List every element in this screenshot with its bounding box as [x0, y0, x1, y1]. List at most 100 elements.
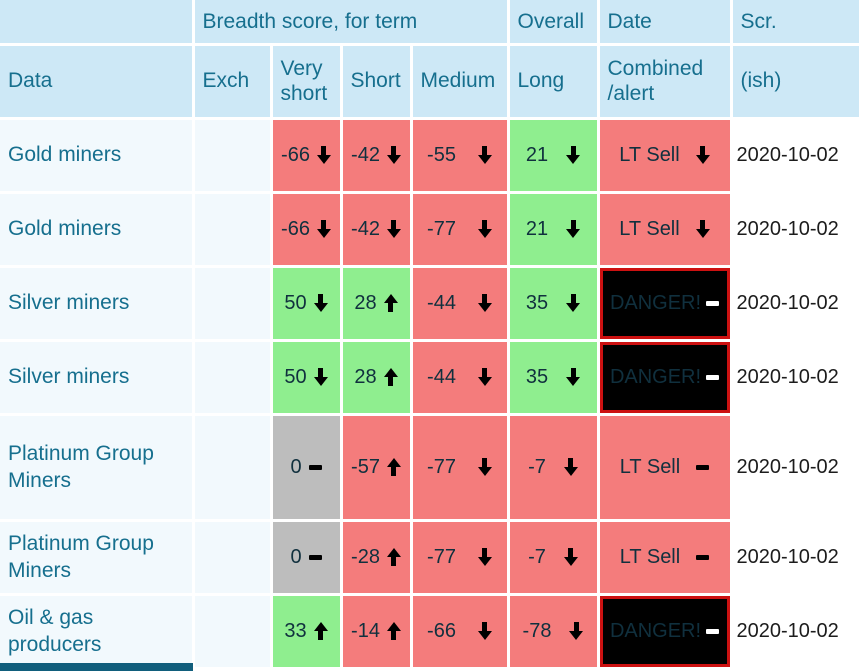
cell-content: -66 — [273, 218, 340, 241]
short-cell: -42 — [339, 190, 413, 268]
cell-content: -14 — [343, 620, 410, 643]
score-value: DANGER! — [609, 619, 702, 642]
score-value: LT Sell — [619, 545, 681, 568]
icon-part — [316, 229, 331, 238]
date-cell: 2020-10-02 — [729, 518, 859, 596]
cell-content: -42 — [343, 218, 410, 241]
cell-content: -77 — [413, 456, 507, 479]
score-value: 0 — [290, 545, 302, 568]
down-arrow-icon — [477, 548, 492, 566]
score-value: -42 — [351, 143, 380, 166]
icon-part — [316, 155, 331, 164]
score-value: -28 — [351, 545, 380, 568]
icon-part — [477, 229, 492, 238]
score-value: -7 — [528, 455, 546, 478]
header-group-overall: Overall — [506, 0, 600, 46]
very-short-cell: 50 — [269, 264, 343, 342]
instrument-name: Platinum Group Miners — [0, 518, 195, 596]
medium-cell: -44 — [409, 264, 510, 342]
down-arrow-icon — [316, 146, 331, 164]
cell-content: DANGER! — [600, 292, 730, 315]
score-value: 21 — [525, 143, 549, 166]
cell-content: 28 — [343, 366, 410, 389]
icon-part — [318, 630, 324, 640]
medium-cell: -77 — [409, 190, 510, 268]
down-arrow-icon — [477, 368, 492, 386]
icon-part — [391, 466, 397, 476]
cell-content: DANGER! — [600, 366, 730, 389]
icon-part — [700, 146, 706, 156]
date-cell: 2020-10-02 — [729, 592, 859, 670]
long-cell: -78 — [506, 592, 600, 670]
icon-part — [566, 155, 581, 164]
down-arrow-icon — [313, 368, 328, 386]
icon-part — [391, 220, 397, 230]
score-value: -77 — [427, 455, 456, 478]
cell-content: -44 — [413, 366, 507, 389]
cell-content: 35 — [510, 292, 597, 315]
icon-part — [695, 155, 710, 164]
up-arrow-icon — [383, 368, 398, 386]
score-value: DANGER! — [609, 291, 702, 314]
score-value: 35 — [525, 365, 549, 388]
icon-part — [391, 630, 397, 640]
icon-part — [573, 622, 579, 632]
short-cell: 28 — [339, 264, 413, 342]
icon-part — [563, 467, 578, 476]
icon-part — [318, 368, 324, 378]
dash-icon — [706, 628, 720, 634]
table-row: Gold miners -66 -42 -55 21 LT Sell 2020-10-02 — [0, 116, 859, 194]
short-cell: -57 — [339, 412, 413, 522]
score-value: -7 — [528, 545, 546, 568]
header-columns-row: Data Exch Very short Short Medium Long C… — [0, 42, 859, 120]
combined-cell: LT Sell — [596, 190, 733, 268]
col-header-medium: Medium — [409, 42, 510, 120]
table-row: Silver miners 50 28 -44 35 DANGER! 2020-10-02 — [0, 264, 859, 342]
instrument-name: Gold miners — [0, 116, 195, 194]
short-cell: 28 — [339, 338, 413, 416]
long-cell: 21 — [506, 190, 600, 268]
icon-part — [391, 146, 397, 156]
dash-icon — [308, 554, 322, 560]
partial-next-row — [0, 663, 193, 671]
long-cell: -7 — [506, 518, 600, 596]
combined-cell: LT Sell — [596, 518, 733, 596]
long-cell: 35 — [506, 264, 600, 342]
down-arrow-icon — [566, 368, 581, 386]
down-arrow-icon — [316, 220, 331, 238]
combined-cell: LT Sell — [596, 116, 733, 194]
icon-part — [388, 302, 394, 312]
cell-content: 50 — [273, 366, 340, 389]
icon-part — [477, 377, 492, 386]
icon-part — [569, 631, 584, 640]
score-value: 28 — [354, 291, 377, 314]
long-cell: 21 — [506, 116, 600, 194]
score-value: DANGER! — [609, 365, 702, 388]
icon-part — [482, 146, 488, 156]
icon-part — [482, 220, 488, 230]
icon-part — [700, 220, 706, 230]
score-value: LT Sell — [619, 455, 681, 478]
score-value: -55 — [427, 143, 456, 166]
score-value: -44 — [427, 365, 456, 388]
cell-content: -42 — [343, 144, 410, 167]
col-header-long: Long — [506, 42, 600, 120]
date-cell: 2020-10-02 — [729, 338, 859, 416]
instrument-name: Platinum Group Miners — [0, 412, 195, 522]
score-value: 21 — [525, 217, 549, 240]
instrument-name: Gold miners — [0, 190, 195, 268]
score-value: 28 — [354, 365, 377, 388]
icon-part — [386, 155, 401, 164]
very-short-cell: 0 — [269, 518, 343, 596]
cell-content: LT Sell — [600, 218, 730, 241]
header-blank-cell — [0, 0, 195, 46]
instrument-name: Silver miners — [0, 338, 195, 416]
score-value: 0 — [290, 455, 302, 478]
icon-part — [570, 368, 576, 378]
exchange-cell — [191, 592, 273, 670]
score-value: 50 — [284, 365, 307, 388]
cell-content: 21 — [510, 144, 597, 167]
date-cell: 2020-10-02 — [729, 412, 859, 522]
date-cell: 2020-10-02 — [729, 116, 859, 194]
score-value: -14 — [351, 619, 380, 642]
